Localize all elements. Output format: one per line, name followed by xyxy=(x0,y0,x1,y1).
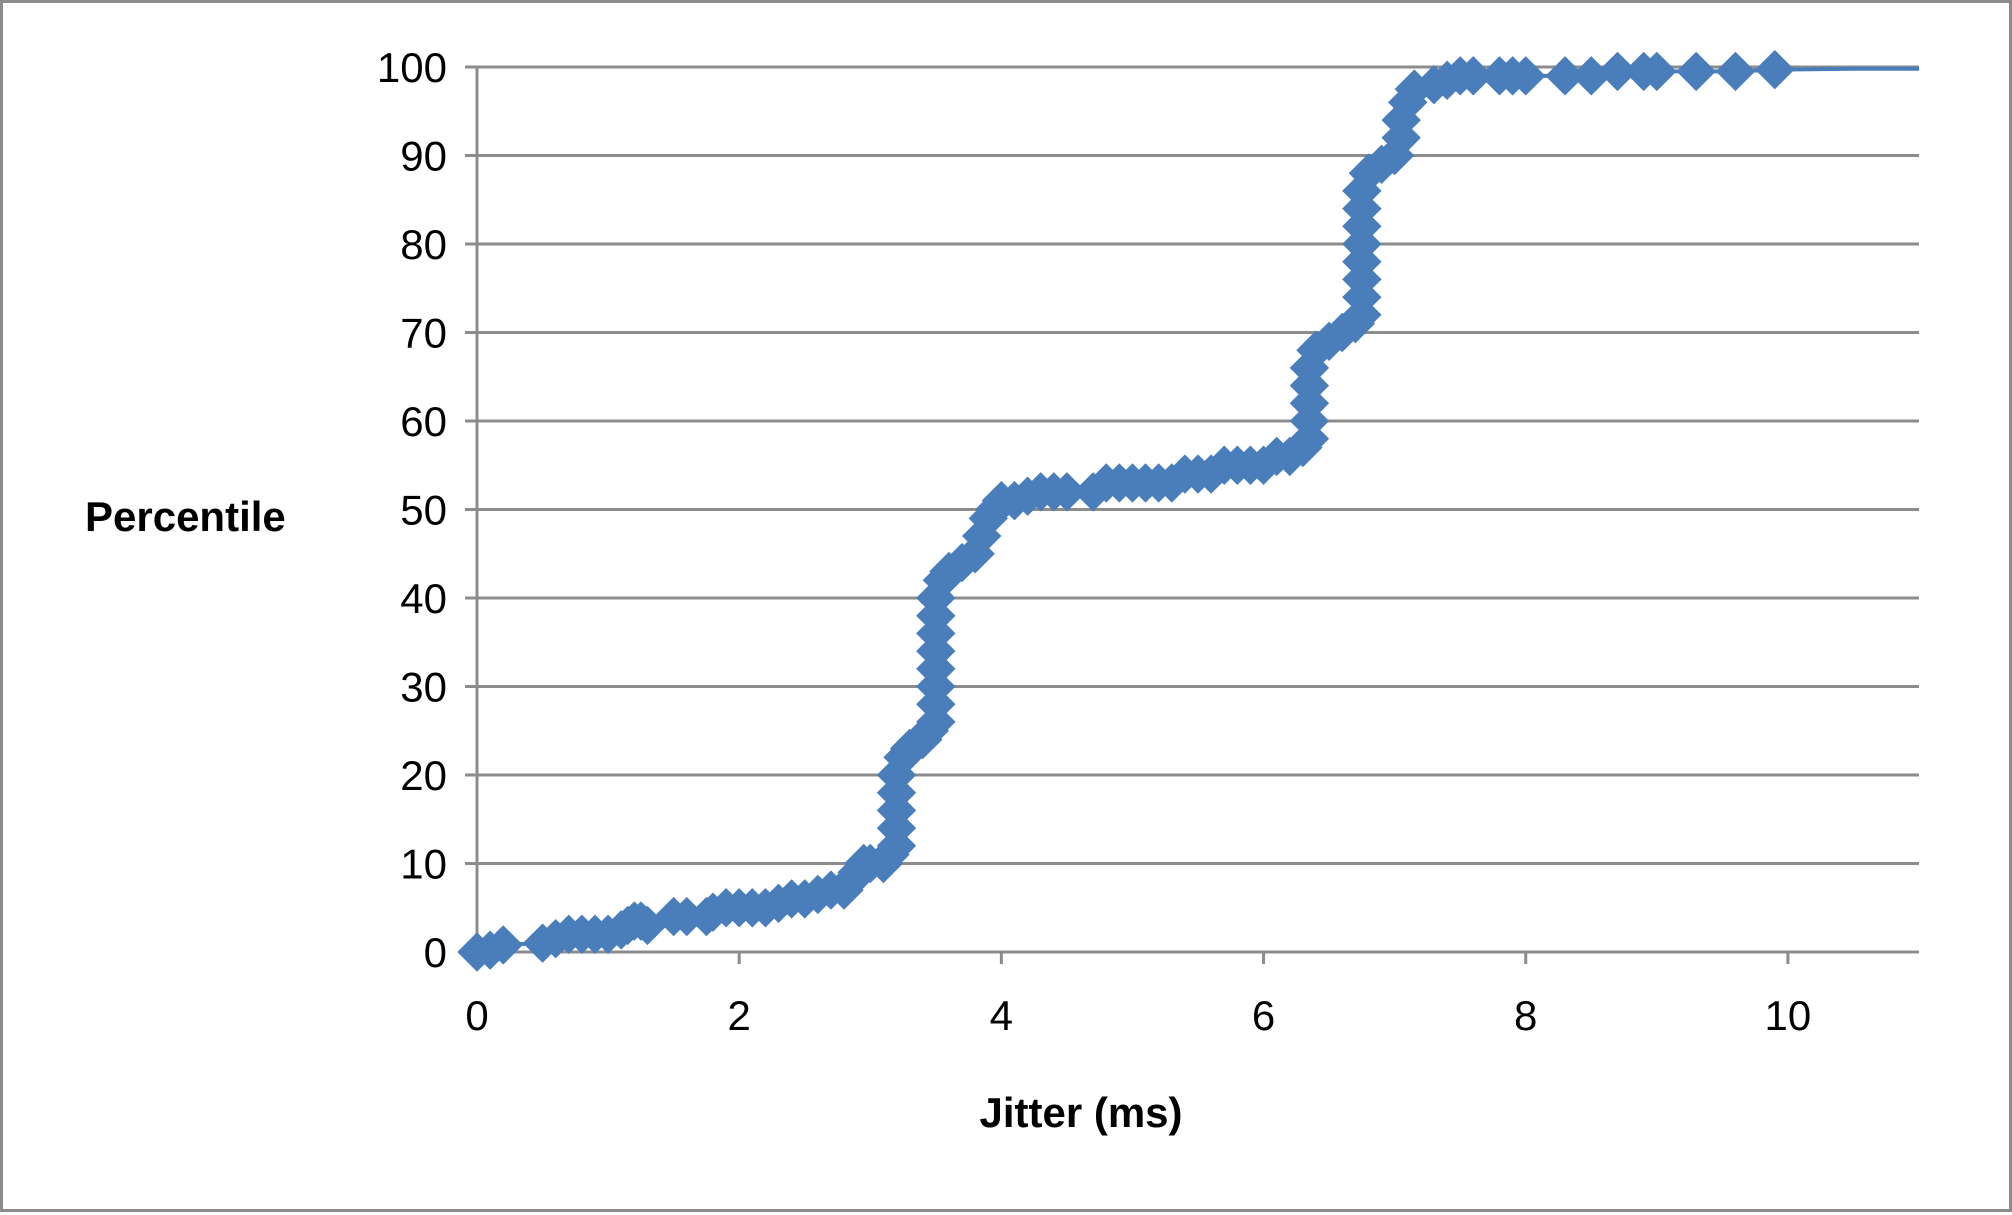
data-point xyxy=(1545,56,1585,96)
x-tick-labels: 0 2 4 6 8 10 xyxy=(465,992,1811,1039)
y-tick-label: 100 xyxy=(377,44,447,91)
y-tick-label: 10 xyxy=(400,841,447,888)
data-point xyxy=(1755,49,1795,90)
x-tick-label: 2 xyxy=(728,992,751,1039)
data-point xyxy=(1047,472,1087,512)
data-point xyxy=(1453,56,1493,96)
x-tick-label: 6 xyxy=(1252,992,1275,1039)
y-axis-title: Percentile xyxy=(85,493,286,540)
y-tick-label: 90 xyxy=(400,133,447,180)
y-tick-label: 60 xyxy=(400,398,447,445)
x-tick-label: 10 xyxy=(1765,992,1812,1039)
axes xyxy=(465,65,1919,964)
y-tick-label: 50 xyxy=(400,487,447,534)
y-tick-label: 30 xyxy=(400,664,447,711)
y-tick-label: 70 xyxy=(400,310,447,357)
data-series xyxy=(457,49,1919,972)
x-axis-title: Jitter (ms) xyxy=(979,1089,1182,1136)
data-point xyxy=(1597,51,1638,92)
x-tick-label: 4 xyxy=(990,992,1013,1039)
data-point xyxy=(1506,56,1546,96)
gridlines xyxy=(477,65,1919,865)
x-tick-label: 0 xyxy=(465,992,488,1039)
y-tick-labels: 0 10 20 30 40 50 60 70 80 90 100 xyxy=(377,44,447,976)
y-tick-label: 80 xyxy=(400,221,447,268)
jitter-percentile-chart: 0 10 20 30 40 50 60 70 80 90 100 0 2 4 6 8 10 Percentil… xyxy=(85,44,1919,1136)
data-point xyxy=(483,925,523,965)
x-tick-label: 8 xyxy=(1514,992,1537,1039)
data-point xyxy=(1715,51,1756,92)
y-tick-label: 40 xyxy=(400,575,447,622)
data-point xyxy=(1637,51,1677,92)
y-tick-label: 20 xyxy=(400,752,447,799)
y-tick-label: 0 xyxy=(424,929,447,976)
data-point xyxy=(1676,51,1716,92)
